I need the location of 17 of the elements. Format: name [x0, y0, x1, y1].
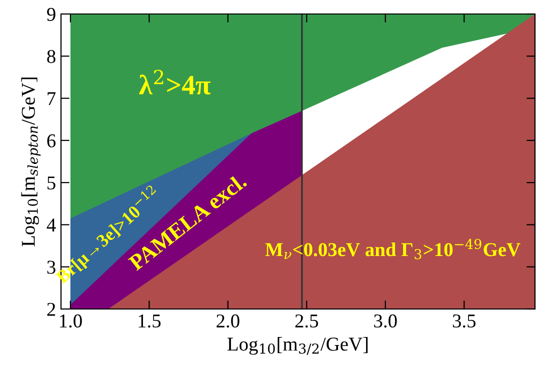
y-tick-label: 3 [47, 260, 56, 274]
x-tick-label: 1.5 [138, 314, 161, 328]
y-tick-label: 5 [48, 176, 56, 190]
y-tick-label: 2 [47, 302, 56, 316]
y-tick-label: 4 [46, 218, 56, 232]
annotation: λ$^{2}$>4π [139, 70, 210, 95]
x-tick-label: 2.5 [295, 314, 318, 328]
y-tick-label: 9 [47, 8, 56, 21]
x-tick-label: 1.0 [60, 314, 82, 328]
y-tick-label: 8 [47, 50, 56, 64]
y-axis-title: Log$_{10}$[m$_{slepton}$/GeV] [21, 78, 41, 246]
y-tick-label: 6 [47, 134, 56, 148]
x-tick-label: 2.0 [216, 314, 240, 328]
x-axis-title: Log$_{10}$[m$_{3/2}$/GeV] [227, 337, 368, 355]
x-tick-label: 3.0 [374, 314, 397, 328]
x-tick-label: 3.5 [452, 314, 476, 328]
y-tick-label: 7 [48, 92, 56, 106]
